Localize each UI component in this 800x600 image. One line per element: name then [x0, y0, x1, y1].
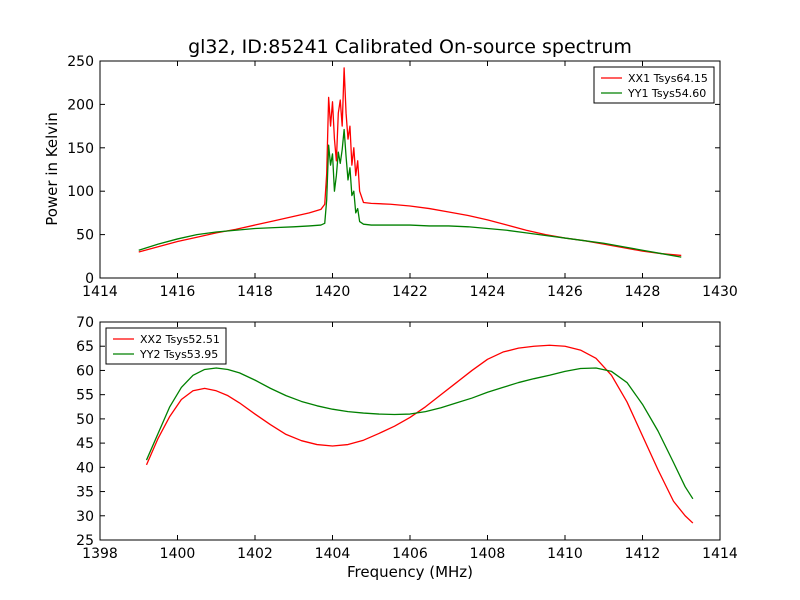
top-y-tick-label: 100: [67, 184, 94, 200]
bottom-x-tick-label: 1406: [392, 546, 428, 562]
top-series-line-2: [138, 128, 682, 258]
top-panel: 1414 1416 1418 1420 1422 1424 1426 1428 1430 0 50 1…: [67, 54, 738, 300]
bottom-y-tick-label: 45: [76, 436, 94, 452]
top-x-tick-label: 1426: [547, 284, 583, 300]
bottom-x-tick-label: 1404: [315, 546, 351, 562]
top-x-tick-label: 1418: [237, 284, 273, 300]
bottom-x-tick-label: 1414: [702, 546, 738, 562]
bottom-y-tick-label: 60: [76, 363, 94, 379]
top-legend-entry-2: YY1 Tsys54.60: [627, 87, 706, 100]
bottom-x-tick-label: 1402: [237, 546, 273, 562]
bottom-y-tick-label: 35: [76, 485, 94, 501]
bottom-panel: 1398 1400 1402 1404 1406 1408 1410 1412 1414 25 30…: [76, 315, 738, 562]
top-x-tick-label: 1420: [315, 284, 351, 300]
bottom-y-tick-label: 40: [76, 460, 94, 476]
top-x-tick-label: 1428: [625, 284, 661, 300]
bottom-x-tick-label: 1398: [82, 546, 118, 562]
top-legend: XX1 Tsys64.15 YY1 Tsys54.60: [593, 66, 715, 104]
top-y-tick-label: 200: [67, 97, 94, 113]
bottom-series-line-2: [145, 367, 694, 500]
bottom-y-tick-label: 30: [76, 509, 94, 525]
bottom-x-axis-label: Frequency (MHz): [347, 563, 473, 581]
bottom-x-tick-label: 1412: [625, 546, 661, 562]
bottom-legend-entry-1: XX2 Tsys52.51: [140, 333, 220, 346]
bottom-legend: XX2 Tsys52.51 YY2 Tsys53.95: [105, 327, 227, 365]
top-x-tick-label: 1416: [160, 284, 196, 300]
top-x-tick-label: 1424: [470, 284, 506, 300]
chart-title: gl32, ID:85241 Calibrated On-source spec…: [188, 36, 632, 58]
top-y-tick-label: 50: [76, 228, 94, 244]
top-x-tick-label: 1430: [702, 284, 738, 300]
bottom-y-tick-label: 55: [76, 388, 94, 404]
top-series-line-1: [138, 67, 682, 257]
bottom-y-tick-label: 70: [76, 315, 94, 331]
top-x-tick-label: 1422: [392, 284, 428, 300]
top-legend-box: [593, 66, 715, 104]
top-x-tick-label: 1414: [82, 284, 118, 300]
bottom-y-tick-label: 50: [76, 412, 94, 428]
bottom-x-tick-label: 1408: [470, 546, 506, 562]
top-y-tick-label: 0: [85, 271, 94, 287]
bottom-legend-entry-2: YY2 Tsys53.95: [139, 348, 218, 361]
top-legend-entry-1: XX1 Tsys64.15: [628, 72, 708, 85]
top-y-tick-label: 150: [67, 141, 94, 157]
bottom-x-tick-label: 1400: [160, 546, 196, 562]
bottom-y-tick-label: 65: [76, 339, 94, 355]
bottom-x-tick-label: 1410: [547, 546, 583, 562]
bottom-legend-box: [105, 327, 227, 365]
top-y-tick-label: 250: [67, 54, 94, 70]
bottom-y-tick-label: 25: [76, 533, 94, 549]
top-y-axis-label: Power in Kelvin: [43, 112, 61, 226]
